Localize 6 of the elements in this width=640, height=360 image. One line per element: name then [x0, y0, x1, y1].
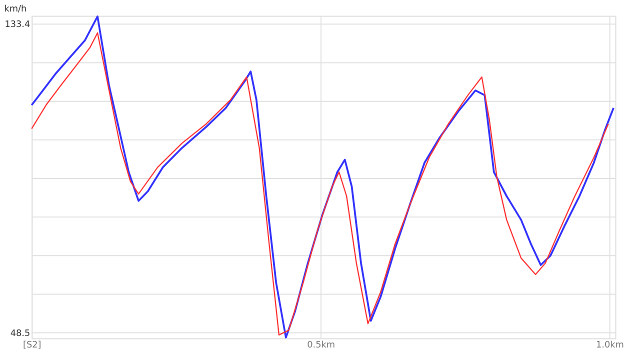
y-tick-label: 133.4	[4, 20, 31, 30]
x-tick-label: [S2]	[23, 340, 42, 351]
y-tick-label: 48.5	[10, 329, 30, 340]
x-tick-label: 0.5km	[307, 340, 336, 351]
x-tick-label: 1.0km	[596, 340, 624, 351]
y-axis-title: km/h	[4, 4, 27, 15]
